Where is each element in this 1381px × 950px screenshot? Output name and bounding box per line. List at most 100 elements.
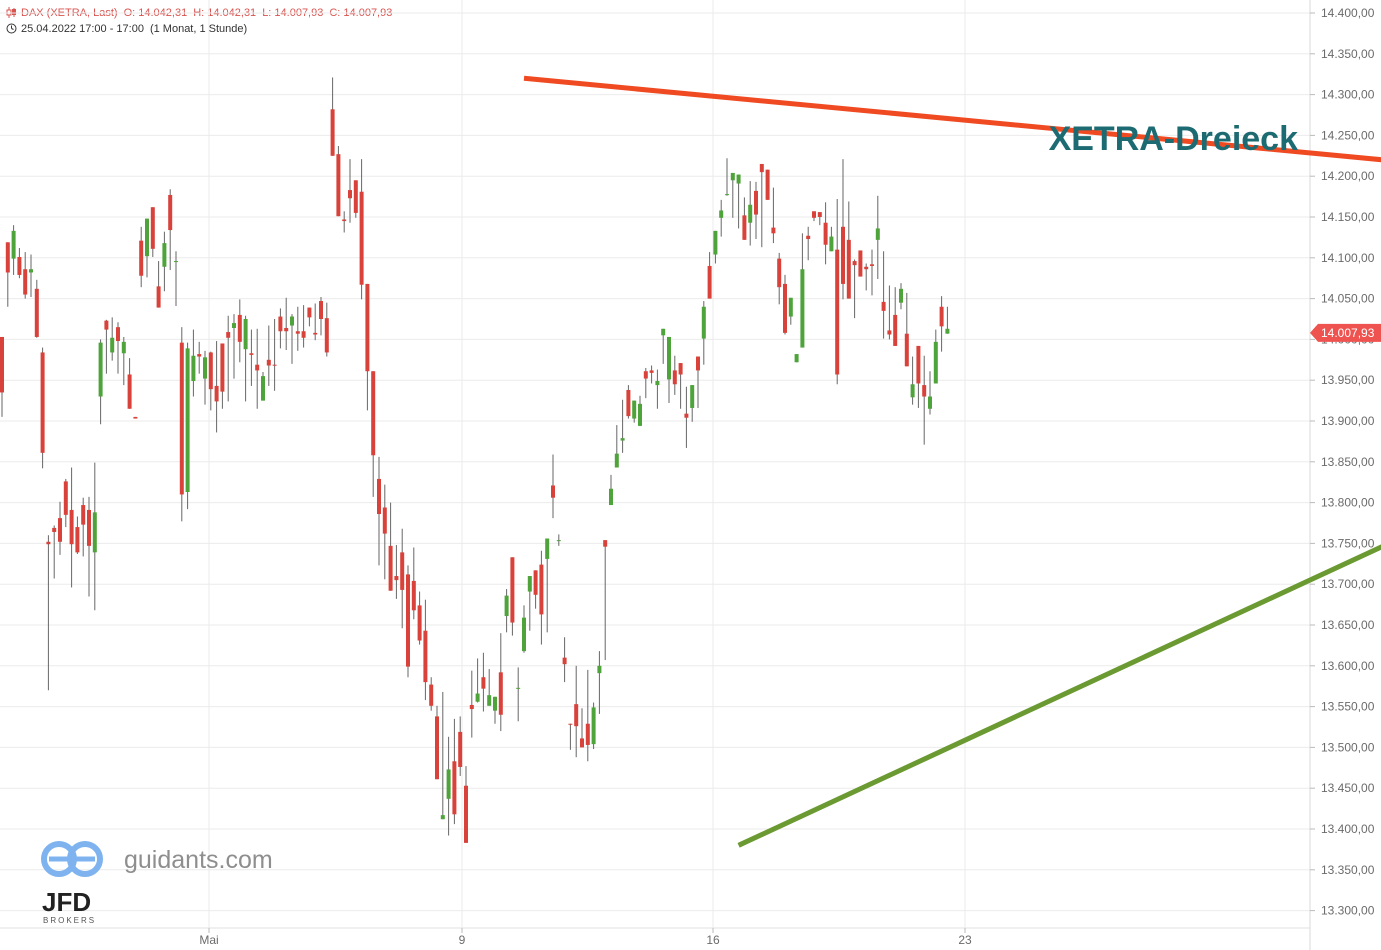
x-tick-label: 9	[459, 933, 466, 947]
candle-body	[812, 211, 816, 218]
candle-body	[916, 345, 921, 384]
y-tick-label: 13.300,00	[1321, 904, 1375, 918]
candle-body	[197, 354, 202, 357]
support-trendline[interactable]	[737, 307, 1381, 848]
candle-body	[632, 400, 637, 419]
candle-body	[34, 288, 39, 337]
candle	[197, 341, 202, 374]
candle	[232, 314, 236, 379]
candle	[179, 327, 184, 522]
candle	[696, 356, 700, 408]
candle-body	[411, 580, 416, 611]
candle-body	[516, 687, 521, 689]
candle	[510, 557, 515, 636]
candle-body	[295, 331, 300, 334]
candle-body	[487, 695, 492, 706]
candle-body	[939, 306, 944, 327]
candle-body	[481, 677, 486, 689]
candle	[168, 189, 173, 271]
candle	[603, 540, 608, 661]
candle-body	[359, 191, 364, 285]
candle	[672, 355, 677, 395]
candle-body	[858, 250, 863, 277]
guidants-logo: guidants.com	[41, 841, 273, 877]
candle-body	[417, 605, 422, 641]
y-tick-label: 14.150,00	[1321, 210, 1375, 224]
candle-body	[249, 353, 254, 355]
candle-body	[504, 595, 509, 617]
candle-body	[904, 333, 909, 367]
candle	[736, 174, 741, 229]
candle	[237, 299, 242, 363]
candle	[574, 665, 579, 758]
candle	[98, 339, 103, 425]
y-tick-label: 14.250,00	[1321, 128, 1375, 142]
candle-body	[643, 371, 648, 379]
candle-body	[545, 538, 550, 559]
candle	[284, 297, 289, 351]
candle	[638, 395, 642, 426]
candle	[208, 351, 213, 411]
candle-body	[116, 327, 120, 342]
candle	[446, 736, 451, 836]
candle-body	[469, 704, 474, 710]
candle-body	[870, 264, 874, 266]
candle-body	[307, 307, 312, 318]
x-tick-label: 16	[706, 933, 720, 947]
candle-body	[290, 316, 294, 326]
candle	[220, 343, 225, 409]
candle-body	[133, 416, 138, 419]
candle	[40, 347, 45, 469]
candle-body	[800, 269, 805, 348]
candle-body	[179, 342, 184, 495]
candle	[759, 163, 764, 248]
candle	[817, 212, 822, 226]
candle	[707, 252, 712, 299]
candle-body	[458, 731, 463, 767]
candle	[777, 252, 782, 305]
candle-body	[823, 222, 828, 245]
candle-body	[400, 552, 405, 590]
y-tick-label: 13.900,00	[1321, 414, 1375, 428]
candle-body	[609, 488, 613, 506]
y-tick-label: 13.550,00	[1321, 700, 1375, 714]
candle	[870, 249, 874, 296]
candle	[342, 211, 347, 233]
candle	[522, 605, 526, 653]
candle-body	[382, 507, 387, 534]
candle	[516, 667, 521, 722]
candle-body	[574, 704, 579, 727]
y-tick-label: 13.450,00	[1321, 781, 1375, 795]
price-tag-label: 14.007,93	[1321, 326, 1375, 340]
candle	[249, 329, 254, 386]
candle	[46, 535, 51, 691]
candle-body	[139, 240, 144, 276]
candle-body	[846, 239, 851, 299]
candle	[841, 159, 845, 300]
candle-body	[510, 557, 515, 623]
candle-body	[435, 716, 439, 780]
resistance-trendline[interactable]	[523, 75, 1381, 209]
price-tag-bg	[1310, 323, 1381, 342]
candle	[614, 425, 619, 468]
candle-body	[568, 723, 573, 725]
candle	[58, 501, 62, 555]
candle	[846, 201, 851, 299]
candle	[701, 301, 706, 365]
candle-body	[266, 359, 271, 366]
y-tick-label: 13.950,00	[1321, 373, 1375, 387]
candle	[881, 251, 886, 339]
jfd-brokers-logo: JFD BROKERS	[42, 887, 94, 925]
candle	[475, 658, 480, 703]
candle-body	[423, 630, 428, 683]
candle-body	[736, 174, 741, 184]
y-tick-label: 13.500,00	[1321, 740, 1375, 754]
candle-body	[17, 256, 22, 275]
candle	[5, 242, 10, 307]
candle-body	[110, 337, 115, 353]
candle	[191, 329, 196, 397]
candle-body	[388, 545, 393, 591]
candle-body	[928, 396, 932, 409]
candle-body	[754, 190, 758, 215]
